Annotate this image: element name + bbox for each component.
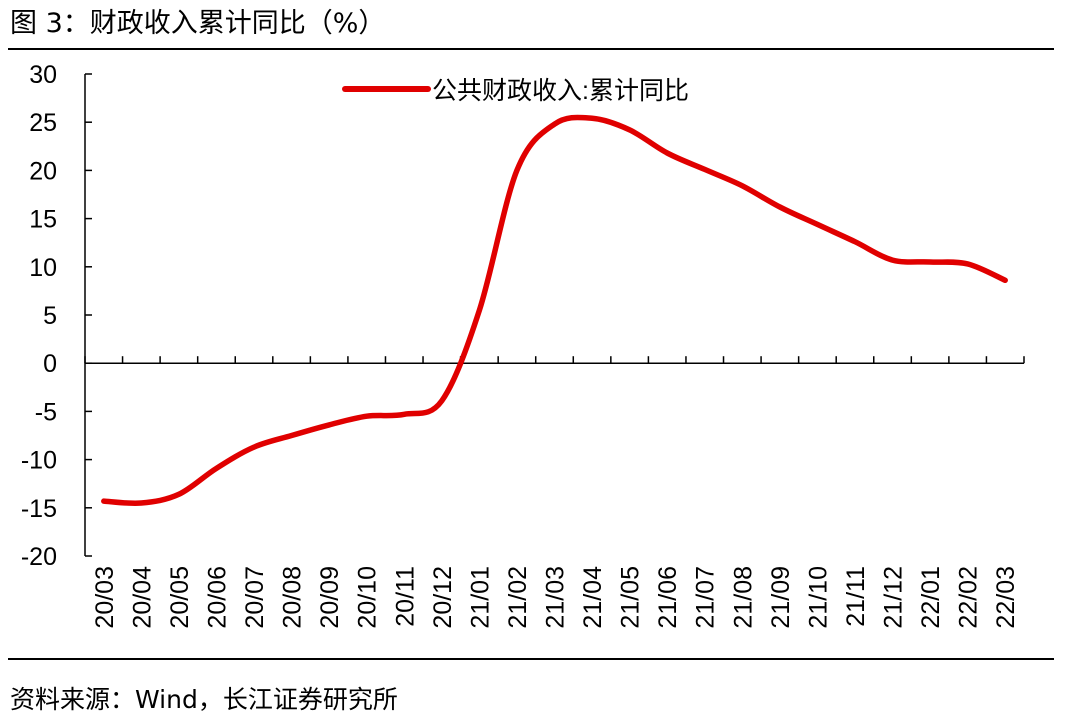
x-tick-label: 21/08 <box>729 566 757 629</box>
x-tick-label: 22/03 <box>992 566 1020 629</box>
x-tick-label: 20/03 <box>91 566 119 629</box>
series-line <box>101 114 1008 506</box>
x-tick-label: 21/05 <box>617 566 645 629</box>
x-tick-label: 22/01 <box>917 566 945 629</box>
top-rule <box>8 48 1054 50</box>
bottom-rule <box>8 658 1054 660</box>
y-tick-label: -5 <box>35 398 57 426</box>
x-tick-label: 22/02 <box>955 566 983 629</box>
series-layer <box>101 114 1008 506</box>
x-tick-label: 21/06 <box>654 566 682 629</box>
x-tick-label: 21/09 <box>767 566 795 629</box>
x-tick-label: 21/03 <box>542 566 570 629</box>
y-tick-label: -10 <box>21 447 57 475</box>
x-tick-label: 20/08 <box>279 566 307 629</box>
y-tick-label: 0 <box>43 350 57 378</box>
y-tick-label: -20 <box>21 543 57 571</box>
x-tick-label: 20/12 <box>429 566 457 629</box>
x-tick-label: 20/09 <box>316 566 344 629</box>
x-tick-label: 20/07 <box>241 566 269 629</box>
x-axis: 20/03 20/04 20/05 20/06 20/07 20/08 20/09 20/10… <box>84 356 1025 629</box>
y-axis: 30 25 20 15 10 5 0 -5 -10 -15 -20 <box>21 61 92 571</box>
x-tick-label: 20/06 <box>203 566 231 629</box>
x-tick-label: 20/10 <box>354 566 382 629</box>
y-tick-label: 15 <box>29 206 57 234</box>
x-tick-label: 21/10 <box>804 566 832 629</box>
x-tick-label: 21/07 <box>692 566 720 629</box>
x-tick-label: 21/04 <box>579 566 607 629</box>
legend-label: 公共财政收入:累计同比 <box>432 77 689 105</box>
source-note: 资料来源：Wind，长江证券研究所 <box>10 685 398 714</box>
x-tick-label: 21/01 <box>466 566 494 629</box>
x-tick-label: 21/02 <box>504 566 532 629</box>
y-tick-label: -15 <box>21 495 57 523</box>
x-tick-label: 21/12 <box>880 566 908 629</box>
y-tick-label: 20 <box>29 157 57 185</box>
x-tick-label: 21/11 <box>842 566 870 627</box>
x-tick-label: 20/11 <box>391 566 419 627</box>
x-tick-label: 20/04 <box>128 566 156 629</box>
y-tick-label: 25 <box>29 109 57 137</box>
y-tick-label: 30 <box>29 61 57 89</box>
y-tick-label: 5 <box>43 302 57 330</box>
figure-title: 图 3：财政收入累计同比（%） <box>10 8 386 39</box>
legend: 公共财政收入:累计同比 <box>342 77 689 105</box>
x-tick-label: 20/05 <box>166 566 194 629</box>
y-tick-label: 10 <box>29 254 57 282</box>
